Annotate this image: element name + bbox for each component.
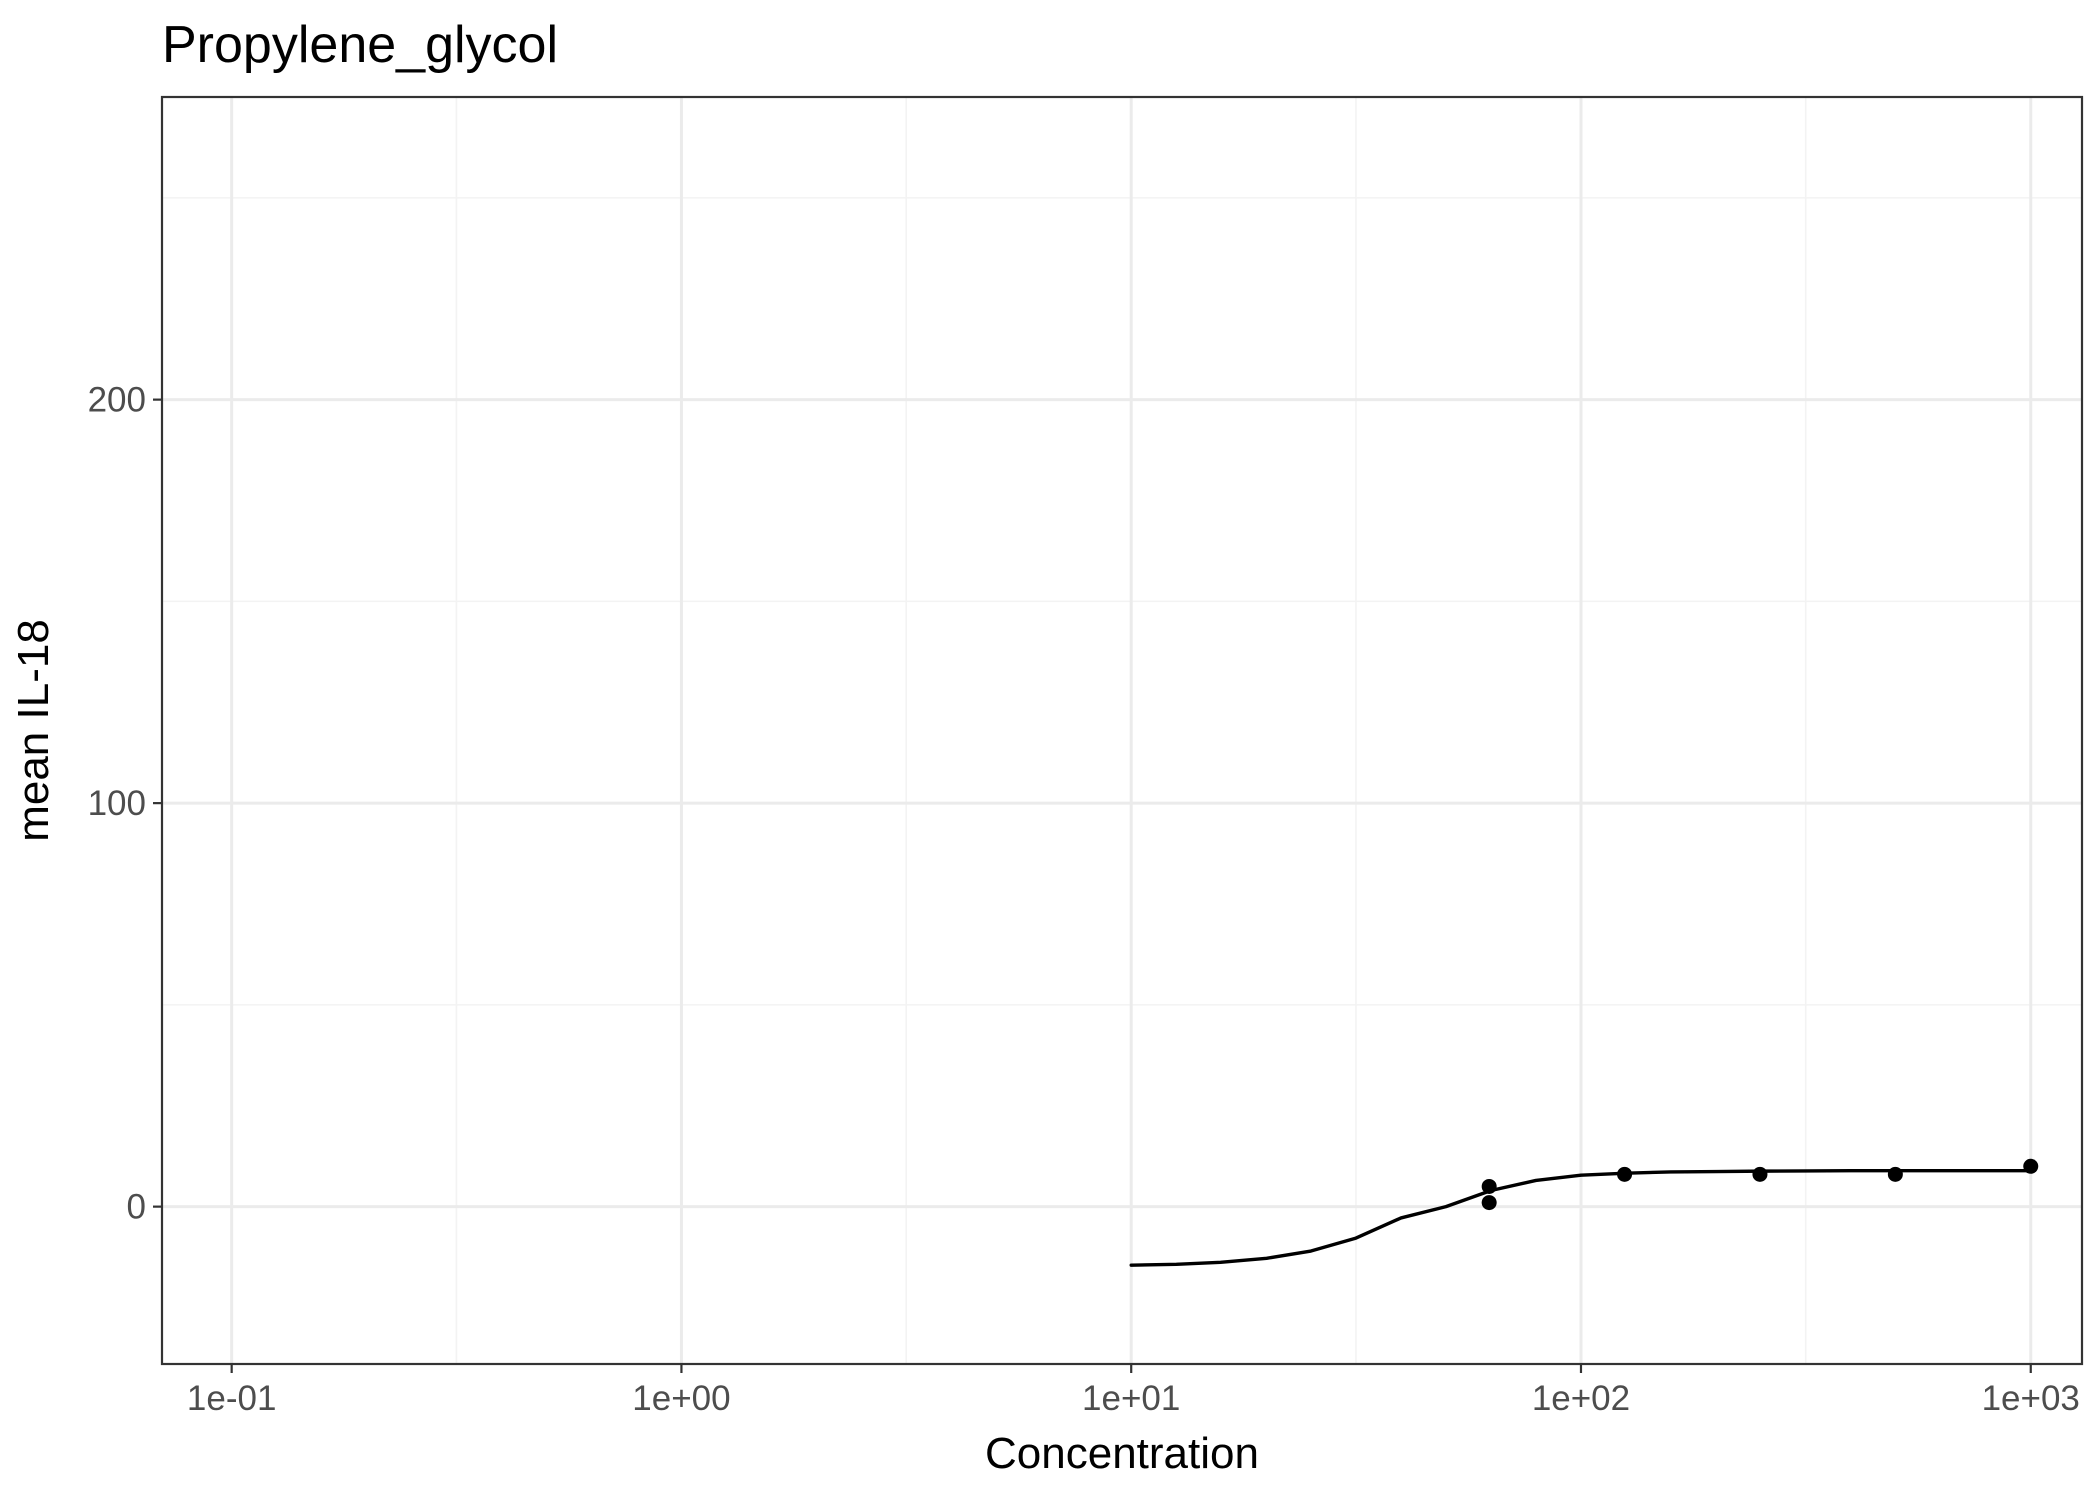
x-tick-label: 1e+00 (632, 1379, 730, 1418)
panel-background (162, 97, 2082, 1364)
x-tick-label: 1e+03 (1982, 1379, 2080, 1418)
grid (162, 97, 2082, 1364)
x-tick-label: 1e+01 (1082, 1379, 1180, 1418)
panel-border (160, 95, 2084, 1366)
y-tick-label: 200 (88, 381, 146, 420)
data-point (1887, 1166, 1903, 1182)
chart-title: Propylene_glycol (162, 16, 558, 74)
y-tick-label: 100 (88, 784, 146, 823)
data-point (1481, 1195, 1497, 1211)
data-point (1481, 1178, 1497, 1194)
fitted-curve (1129, 1169, 2033, 1267)
data-points (1481, 1158, 2039, 1211)
data-point (1617, 1166, 1633, 1182)
x-tick-label: 1e-01 (187, 1379, 277, 1418)
fitted-curve-layer (1129, 1169, 2033, 1267)
x-axis-title: Concentration (985, 1429, 1259, 1478)
x-tick-label: 1e+02 (1532, 1379, 1630, 1418)
y-axis-title: mean IL-18 (9, 619, 58, 842)
axis-ticks: 1e-01 1e+00 1e+01 1e+02 1e+03 0 100 200 (88, 381, 2080, 1418)
data-point (2023, 1158, 2039, 1174)
y-tick-label: 0 (127, 1188, 146, 1227)
data-point (1752, 1166, 1768, 1182)
